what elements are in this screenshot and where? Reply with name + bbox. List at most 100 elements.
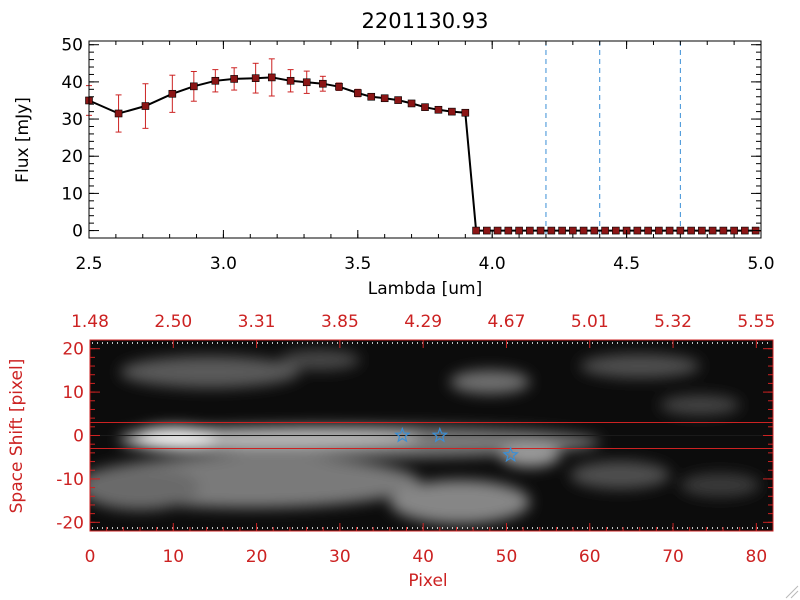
bx-tick-label-1: 10 <box>162 547 184 567</box>
flux-plot-ticks: 2.5 3.0 3.5 4.0 4.5 5.0 0 10 20 30 40 50 <box>61 36 774 274</box>
x-tick-label-1: 3.0 <box>210 254 237 274</box>
bx-tick-label-5: 50 <box>496 547 518 567</box>
flux-series-line <box>88 76 756 232</box>
flux-point-21 <box>461 108 470 117</box>
flux-point-18 <box>421 103 429 111</box>
by-tick-label-3: -10 <box>56 470 84 490</box>
flux-point-47 <box>741 226 749 235</box>
y-tick-label-0: 0 <box>72 222 83 242</box>
flux-point-5 <box>211 76 220 85</box>
bx-tick-label-7: 70 <box>662 547 684 567</box>
by-tick-label-0: 20 <box>62 340 84 360</box>
flux-point-15 <box>380 94 389 103</box>
top-tick-label-8: 5.55 <box>737 312 775 332</box>
heatmap-overlays <box>90 342 773 529</box>
by-tick-label-4: -20 <box>56 513 84 533</box>
bx-tick-label-6: 60 <box>579 547 601 567</box>
bx-tick-label-8: 80 <box>746 547 768 567</box>
flux-point-6 <box>230 75 238 83</box>
top-tick-label-7: 5.32 <box>654 312 692 332</box>
y-tick-label-3: 30 <box>61 110 83 130</box>
flux-plot: 2201130.93 2.5 3.0 3.5 4.0 4.5 5.0 0 10 20 30 40 50… <box>13 9 775 299</box>
flux-point-11 <box>319 79 327 88</box>
flux-point-22 <box>472 226 480 235</box>
x-tick-label-5: 5.0 <box>747 254 774 274</box>
star-marker-2 <box>502 446 519 463</box>
flux-point-16 <box>394 96 402 104</box>
top-tick-label-3: 3.85 <box>321 312 359 332</box>
flux-point-7 <box>251 74 260 82</box>
flux-point-12 <box>335 82 343 91</box>
y-tick-label-4: 40 <box>61 73 83 93</box>
flux-point-32 <box>579 226 588 235</box>
bx-tick-label-0: 0 <box>85 547 96 567</box>
flux-point-40 <box>665 226 674 235</box>
top-tick-label-1: 2.50 <box>154 312 192 332</box>
top-tick-label-6: 5.01 <box>571 312 609 332</box>
spectrum-image-plot: 0 10 20 30 40 50 60 70 80 1.48 2.50 3.31 3.85 4.29 4.6… <box>7 312 775 591</box>
top-tick-label-2: 3.31 <box>238 312 276 332</box>
flux-point-23 <box>483 226 491 235</box>
y-tick-label-5: 50 <box>61 36 83 56</box>
flux-point-45 <box>719 226 728 235</box>
flux-point-39 <box>655 226 663 235</box>
flux-point-42 <box>687 226 695 235</box>
star-marker-1 <box>431 426 449 443</box>
flux-point-38 <box>644 226 652 235</box>
top-tick-label-5: 4.67 <box>488 312 526 332</box>
heatmap-ticks: 0 10 20 30 40 50 60 70 80 1.48 2.50 3.31 3.85 4.29 4.6… <box>56 312 775 567</box>
x-tick-label-4: 4.5 <box>613 254 640 274</box>
flux-point-2 <box>141 102 150 110</box>
flux-point-37 <box>633 226 642 235</box>
flux-point-43 <box>698 226 706 235</box>
flux-point-29 <box>547 226 556 235</box>
flux-point-17 <box>407 99 416 108</box>
flux-point-8 <box>267 73 276 82</box>
flux-point-25 <box>504 226 513 235</box>
flux-point-13 <box>353 89 362 97</box>
star-marker-0 <box>394 426 411 443</box>
y-tick-label-2: 20 <box>61 147 83 167</box>
bx-tick-label-3: 30 <box>329 547 351 567</box>
y-tick-label-1: 10 <box>61 184 83 204</box>
flux-point-14 <box>367 92 376 101</box>
top-tick-label-0: 1.48 <box>71 312 109 332</box>
x-tick-label-3: 4.0 <box>479 254 506 274</box>
resize-grip-icon[interactable] <box>785 585 799 599</box>
x-tick-label-0: 2.5 <box>75 254 102 274</box>
flux-point-24 <box>493 226 502 235</box>
flux-point-19 <box>434 105 443 114</box>
by-tick-label-2: 0 <box>73 427 84 447</box>
flux-plot-frame <box>88 40 762 239</box>
flux-point-33 <box>590 226 599 235</box>
flux-point-44 <box>708 226 717 235</box>
flux-point-35 <box>612 226 620 235</box>
flux-point-4 <box>190 82 198 91</box>
flux-point-46 <box>730 226 738 235</box>
by-tick-label-1: 10 <box>62 383 84 403</box>
flux-point-34 <box>601 226 609 235</box>
heatmap-ylabel: Space Shift [pixel] <box>7 359 27 514</box>
flux-point-31 <box>569 226 577 235</box>
flux-plot-ylabel: Flux [mJy] <box>13 97 33 183</box>
flux-point-30 <box>558 226 566 235</box>
heatmap-image <box>90 350 760 524</box>
flux-plot-marks <box>85 41 761 238</box>
flux-plot-title: 2201130.93 <box>362 9 489 33</box>
flux-point-1 <box>114 109 123 118</box>
flux-point-41 <box>676 226 685 235</box>
top-tick-label-4: 4.29 <box>404 312 442 332</box>
flux-point-3 <box>168 89 177 98</box>
flux-point-10 <box>302 78 311 87</box>
flux-point-9 <box>286 76 295 85</box>
flux-point-26 <box>515 226 523 235</box>
bx-tick-label-4: 40 <box>412 547 434 567</box>
heatmap-xlabel: Pixel <box>408 571 447 591</box>
bx-tick-label-2: 20 <box>246 547 268 567</box>
x-tick-label-2: 3.5 <box>344 254 371 274</box>
flux-point-28 <box>536 226 545 235</box>
flux-point-20 <box>448 107 456 116</box>
flux-plot-xlabel: Lambda [um] <box>368 279 482 299</box>
flux-point-27 <box>526 226 534 235</box>
